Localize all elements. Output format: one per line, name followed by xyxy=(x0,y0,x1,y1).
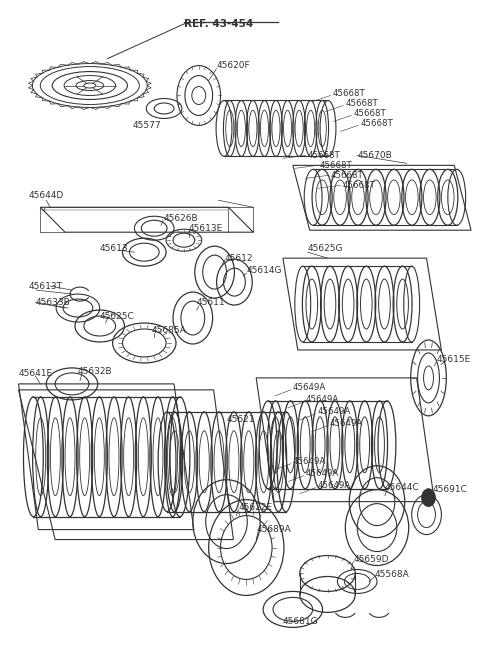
Text: 45649A: 45649A xyxy=(293,457,326,466)
Text: 45644C: 45644C xyxy=(385,483,420,492)
Text: 45681G: 45681G xyxy=(283,617,319,626)
Text: 45668T: 45668T xyxy=(345,99,378,108)
Text: 45644D: 45644D xyxy=(28,191,64,200)
Text: 45625G: 45625G xyxy=(308,244,343,253)
Text: 45613E: 45613E xyxy=(189,224,223,233)
Text: 45649A: 45649A xyxy=(318,407,351,416)
Text: 45668T: 45668T xyxy=(308,151,340,160)
Text: 45611: 45611 xyxy=(197,297,226,307)
Text: 45668T: 45668T xyxy=(320,161,352,170)
Text: 45620F: 45620F xyxy=(216,61,250,70)
Text: 45615E: 45615E xyxy=(436,355,471,365)
Text: 45614G: 45614G xyxy=(246,265,282,275)
Text: 45621: 45621 xyxy=(227,415,255,424)
Text: 45612: 45612 xyxy=(225,254,253,263)
Text: 45613T: 45613T xyxy=(28,281,62,291)
Text: 45649A: 45649A xyxy=(306,395,339,404)
Text: 45668T: 45668T xyxy=(360,119,393,128)
Ellipse shape xyxy=(421,489,435,506)
Text: 45568A: 45568A xyxy=(375,570,410,579)
Text: 45625C: 45625C xyxy=(100,312,134,320)
Text: 45691C: 45691C xyxy=(432,485,468,494)
Text: 45668T: 45668T xyxy=(353,109,386,118)
Text: 45649A: 45649A xyxy=(293,383,326,393)
Text: 45668T: 45668T xyxy=(330,171,363,180)
Text: 45577: 45577 xyxy=(133,121,162,130)
Text: 45649A: 45649A xyxy=(318,481,351,490)
Text: 45626B: 45626B xyxy=(163,214,198,222)
Text: 45685A: 45685A xyxy=(151,326,186,334)
Text: 45670B: 45670B xyxy=(357,151,392,160)
Text: 45633B: 45633B xyxy=(36,297,70,307)
Text: 45668T: 45668T xyxy=(333,89,365,98)
Text: 45622E: 45622E xyxy=(239,503,272,512)
Text: REF. 43-454: REF. 43-454 xyxy=(184,19,253,28)
Text: 45613: 45613 xyxy=(100,244,128,253)
Text: 45659D: 45659D xyxy=(353,555,389,564)
Text: 45632B: 45632B xyxy=(78,367,113,377)
Text: 45668T: 45668T xyxy=(342,181,375,190)
Text: 45649A: 45649A xyxy=(329,419,363,428)
Text: 45641E: 45641E xyxy=(19,369,53,379)
Text: 45649A: 45649A xyxy=(306,469,339,478)
Text: 45689A: 45689A xyxy=(256,525,291,534)
